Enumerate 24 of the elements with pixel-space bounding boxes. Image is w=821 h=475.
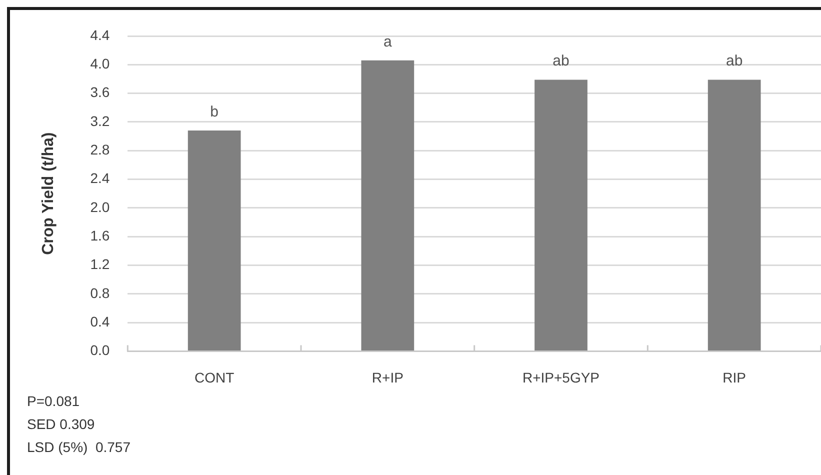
x-tick-label: R+IP+5GYP: [522, 369, 600, 386]
text: LSD (5%) 0.757: [27, 438, 130, 457]
x-tick-label: RIP: [722, 369, 746, 386]
y-tick-label: 2.0: [90, 198, 110, 215]
y-tick-label: 3.2: [90, 112, 110, 129]
y-tick-label: 0.8: [90, 284, 110, 301]
annotation: a: [383, 33, 392, 50]
text: P=0.081: [27, 392, 80, 411]
annotation: ab: [726, 52, 743, 70]
y-tick-label: 4.0: [90, 56, 110, 72]
y-tick-label: 3.6: [90, 84, 110, 100]
text: SED 0.309: [27, 415, 95, 434]
y-tick-label: 0.0: [90, 342, 110, 358]
y-tick-label: 0.4: [90, 313, 110, 330]
x-tick-label: R+IP: [372, 369, 404, 386]
annotation: b: [210, 104, 218, 121]
y-tick-label: 2.8: [90, 141, 110, 158]
x-tick-label: CONT: [194, 369, 235, 386]
y-tick-label: 2.4: [90, 170, 110, 186]
y-axis-title: Crop Yield (t/ha): [40, 132, 58, 255]
annotation: ab: [552, 52, 570, 70]
y-tick-label: 4.4: [90, 26, 110, 43]
y-tick-label: 1.6: [90, 227, 110, 244]
y-tick-label: 1.2: [90, 256, 110, 272]
